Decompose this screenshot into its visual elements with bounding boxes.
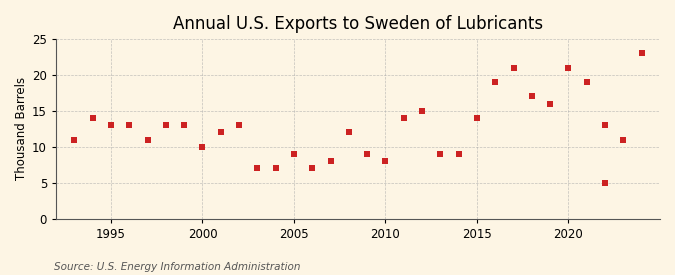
Point xyxy=(599,180,610,185)
Point xyxy=(105,123,116,127)
Point xyxy=(87,116,98,120)
Title: Annual U.S. Exports to Sweden of Lubricants: Annual U.S. Exports to Sweden of Lubrica… xyxy=(173,15,543,33)
Point xyxy=(563,65,574,70)
Point xyxy=(637,51,647,55)
Point xyxy=(398,116,409,120)
Point xyxy=(581,80,592,84)
Point xyxy=(270,166,281,170)
Point xyxy=(508,65,519,70)
Point xyxy=(325,159,336,163)
Point xyxy=(142,137,153,142)
Point xyxy=(472,116,483,120)
Point xyxy=(454,152,464,156)
Point xyxy=(618,137,629,142)
Y-axis label: Thousand Barrels: Thousand Barrels xyxy=(15,77,28,180)
Point xyxy=(179,123,190,127)
Point xyxy=(380,159,391,163)
Point xyxy=(526,94,537,98)
Point xyxy=(124,123,135,127)
Point xyxy=(289,152,300,156)
Point xyxy=(362,152,373,156)
Point xyxy=(545,101,556,106)
Point xyxy=(234,123,244,127)
Point xyxy=(344,130,354,134)
Point xyxy=(197,145,208,149)
Point xyxy=(435,152,446,156)
Point xyxy=(161,123,171,127)
Point xyxy=(69,137,80,142)
Point xyxy=(599,123,610,127)
Point xyxy=(252,166,263,170)
Point xyxy=(490,80,501,84)
Point xyxy=(307,166,318,170)
Text: Source: U.S. Energy Information Administration: Source: U.S. Energy Information Administ… xyxy=(54,262,300,271)
Point xyxy=(416,109,427,113)
Point xyxy=(215,130,226,134)
